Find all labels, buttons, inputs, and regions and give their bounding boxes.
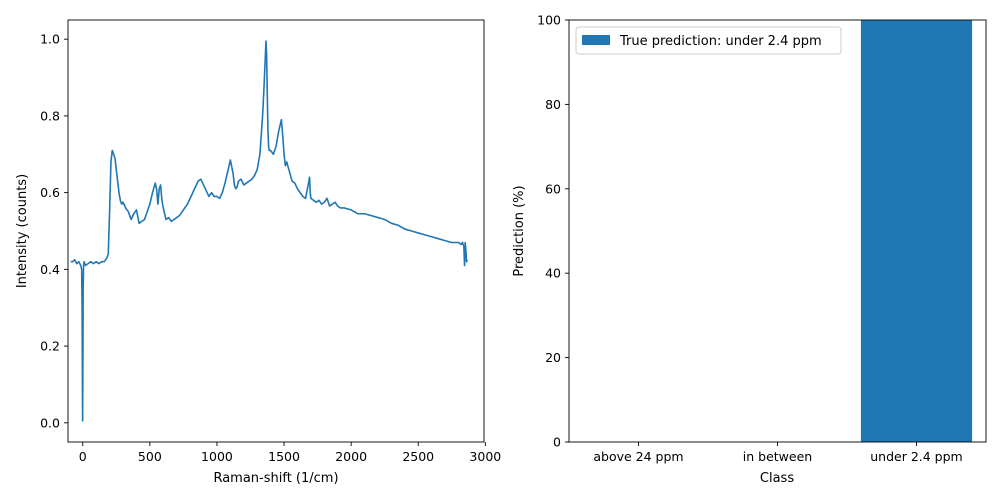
spectrum-x-tick-label: 500 bbox=[138, 449, 162, 464]
spectrum-y-tick-label: 0.0 bbox=[40, 415, 60, 430]
prediction-y-tick-label: 100 bbox=[537, 13, 561, 28]
spectrum-y-tick-label: 0.4 bbox=[40, 262, 60, 277]
spectrum-plot-frame bbox=[67, 19, 485, 443]
prediction-y-tick-label: 60 bbox=[545, 181, 561, 196]
prediction-plot-frame bbox=[568, 19, 987, 443]
spectrum-y-tick-label: 0.8 bbox=[40, 108, 60, 123]
prediction-y-axis-label: Prediction (%) bbox=[512, 185, 527, 276]
spectrum-y-tick-label: 0.6 bbox=[40, 185, 60, 200]
spectrum-y-axis-label: Intensity (counts) bbox=[15, 174, 30, 288]
legend-swatch bbox=[582, 35, 610, 45]
prediction-y-tick-label: 40 bbox=[545, 266, 561, 281]
spectrum-x-tick-label: 2000 bbox=[335, 449, 367, 464]
spectrum-x-tick-label: 3000 bbox=[469, 449, 501, 464]
prediction-bar bbox=[860, 20, 973, 442]
prediction-y-tick-label: 0 bbox=[553, 435, 561, 450]
prediction-y-tick-label: 20 bbox=[545, 350, 561, 365]
prediction-bars bbox=[860, 20, 973, 442]
spectrum-x-axis-label: Raman-shift (1/cm) bbox=[213, 471, 338, 486]
prediction-y-tick-label: 80 bbox=[545, 97, 561, 112]
prediction-legend: True prediction: under 2.4 ppm bbox=[575, 26, 842, 55]
spectrum-x-tick-label: 2500 bbox=[402, 449, 434, 464]
spectrum-x-tick-label: 0 bbox=[79, 449, 87, 464]
prediction-x-axis-label: Class bbox=[760, 471, 794, 486]
spectrum-y-tick-label: 1.0 bbox=[40, 32, 60, 47]
prediction-chart: above 24 ppm in between under 2.4 ppm 0 20 40… bbox=[512, 13, 987, 486]
spectrum-x-tick-label: 1500 bbox=[268, 449, 300, 464]
prediction-category-label: above 24 ppm bbox=[593, 449, 683, 464]
spectrum-chart: 0 500 1000 1500 2000 2500 3000 0.0 0.2 0.4 0.6 0.8 1… bbox=[15, 19, 501, 486]
prediction-ticks: above 24 ppm in between under 2.4 ppm 0 20 40… bbox=[537, 13, 963, 465]
spectrum-ticks: 0 500 1000 1500 2000 2500 3000 0.0 0.2 0.4 0.6 0.8 1… bbox=[40, 32, 501, 464]
prediction-category-label: under 2.4 ppm bbox=[870, 449, 962, 464]
legend-entry: True prediction: under 2.4 ppm bbox=[619, 34, 822, 49]
spectrum-x-tick-label: 1000 bbox=[201, 449, 233, 464]
legend-frame bbox=[575, 26, 842, 55]
prediction-category-label: in between bbox=[743, 449, 812, 464]
spectrum-y-tick-label: 0.2 bbox=[40, 339, 60, 354]
spectrum-line bbox=[70, 40, 468, 422]
